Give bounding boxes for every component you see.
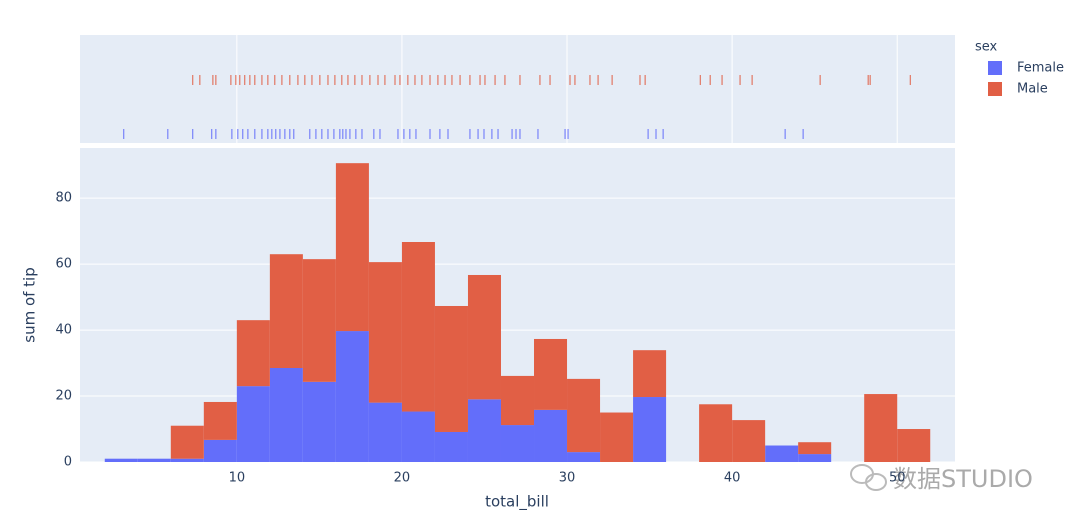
bar <box>368 402 402 462</box>
bar <box>302 381 336 462</box>
watermark: 数据STUDIO <box>893 465 1033 493</box>
bar <box>567 452 601 462</box>
rug-panel <box>80 35 955 143</box>
bar <box>798 454 832 462</box>
bar <box>765 445 799 462</box>
bar <box>170 425 204 459</box>
legend-swatch <box>988 61 1002 75</box>
bar <box>567 378 601 453</box>
bar <box>732 420 766 462</box>
bar <box>368 262 402 403</box>
x-tick-label: 10 <box>229 471 246 486</box>
bar <box>236 386 270 462</box>
bar <box>104 458 138 462</box>
bar <box>335 331 369 462</box>
y-tick-label: 0 <box>64 455 72 470</box>
legend-label: Male <box>1017 82 1048 97</box>
legend-swatch <box>988 82 1002 96</box>
bar <box>335 163 369 332</box>
bar <box>633 350 667 398</box>
x-tick-label: 20 <box>394 471 411 486</box>
bar <box>864 394 898 462</box>
bar <box>798 442 832 455</box>
bar <box>633 397 667 462</box>
bar <box>137 458 171 462</box>
x-tick-label: 40 <box>724 471 741 486</box>
bar <box>401 242 435 412</box>
bar <box>203 401 237 440</box>
x-tick-label: 50 <box>889 471 906 486</box>
bar <box>534 338 568 410</box>
bar <box>600 412 634 462</box>
bar <box>500 375 535 426</box>
y-tick-label: 20 <box>55 389 72 404</box>
bar <box>269 254 303 368</box>
bar <box>897 429 931 462</box>
y-tick-label: 60 <box>55 257 72 272</box>
bar <box>699 404 733 462</box>
bar <box>467 274 501 400</box>
x-tick-label: 30 <box>559 471 576 486</box>
bar <box>434 305 468 432</box>
bar <box>467 399 501 462</box>
bar <box>302 259 336 382</box>
bar <box>534 409 568 462</box>
bar <box>236 320 270 387</box>
bar <box>203 439 237 462</box>
x-axis-title: total_bill <box>485 493 549 512</box>
bar <box>434 431 468 462</box>
watermark-icon <box>850 464 887 491</box>
bar <box>500 425 535 462</box>
y-tick-label: 80 <box>55 191 72 206</box>
y-axis-title: sum of tip <box>21 267 39 343</box>
y-tick-label: 40 <box>55 323 72 338</box>
bar <box>269 367 303 462</box>
legend-label: Female <box>1017 61 1064 76</box>
bar <box>170 458 204 462</box>
legend-title: sex <box>975 40 998 55</box>
bar <box>401 411 435 462</box>
